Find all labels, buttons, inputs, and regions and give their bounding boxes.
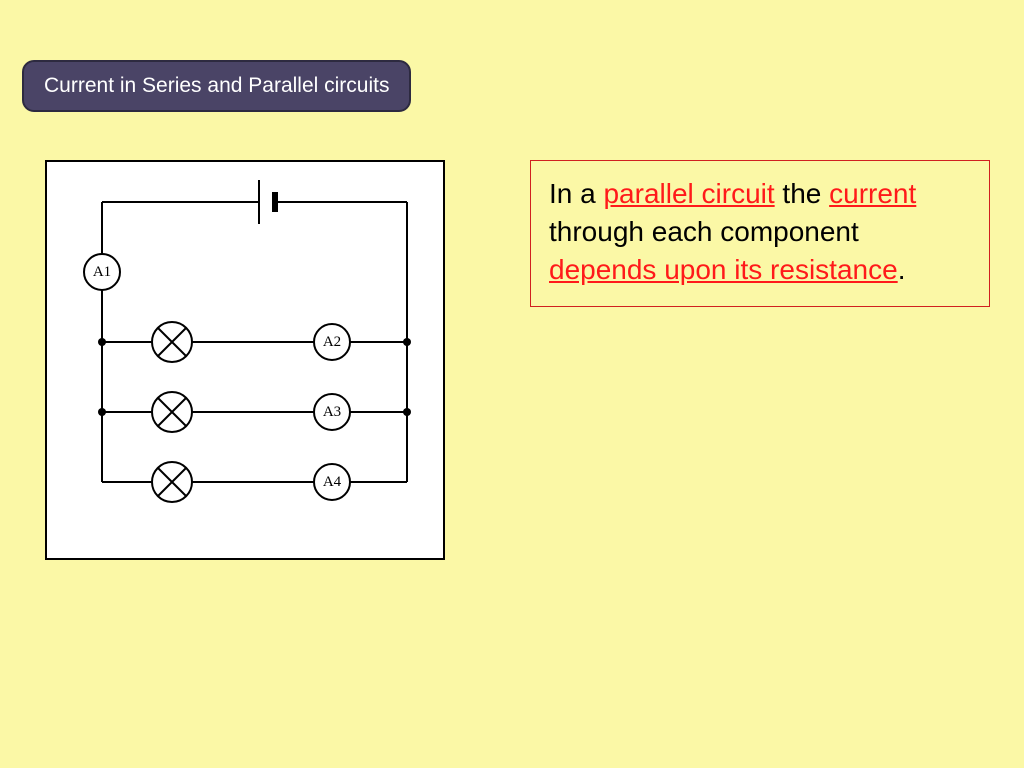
- highlight-current: current: [829, 178, 916, 209]
- svg-text:A2: A2: [323, 334, 341, 350]
- text-frag: In a: [549, 178, 603, 209]
- svg-text:A3: A3: [323, 404, 341, 420]
- explanation-text: In a parallel circuit the current throug…: [530, 160, 990, 307]
- svg-text:A1: A1: [93, 264, 111, 280]
- slide-title: Current in Series and Parallel circuits: [22, 60, 411, 112]
- text-frag: .: [898, 254, 906, 285]
- text-frag: through each component: [549, 216, 859, 247]
- highlight-parallel-circuit: parallel circuit: [603, 178, 774, 209]
- svg-text:A4: A4: [323, 474, 342, 490]
- text-frag: the: [775, 178, 829, 209]
- circuit-diagram: A2 A3 A4 A1: [45, 160, 445, 560]
- circuit-svg: A2 A3 A4 A1: [47, 162, 443, 558]
- highlight-depends-resistance: depends upon its resistance: [549, 254, 898, 285]
